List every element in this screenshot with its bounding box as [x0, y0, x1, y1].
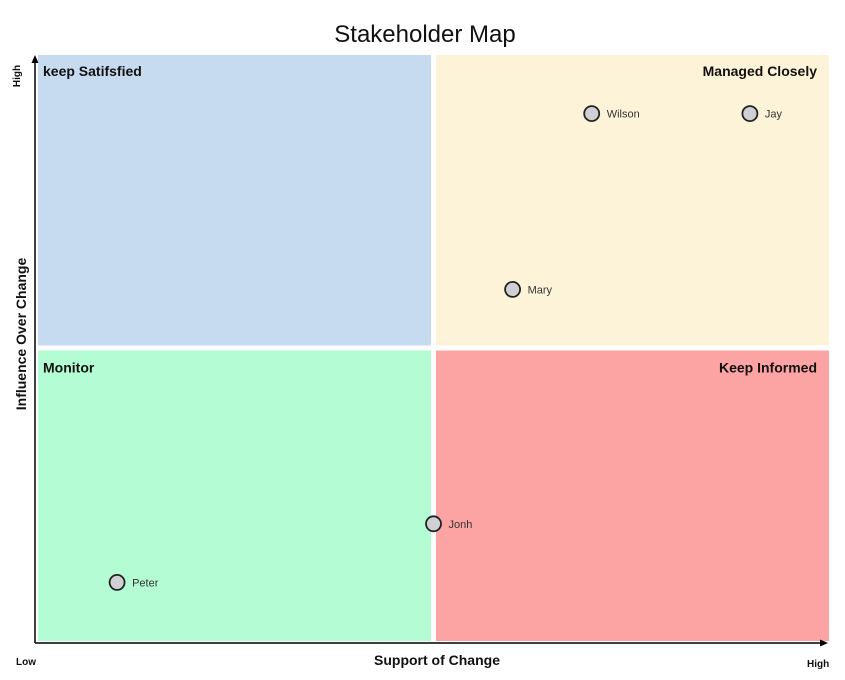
chart-title: Stakeholder Map: [334, 21, 515, 48]
point-label-peter: Peter: [132, 577, 159, 589]
quadrant-backgrounds: keep Satifsfied Managed Closely Monitor Kee…: [38, 55, 829, 641]
x-axis-high-label: High: [807, 659, 829, 670]
quadrant-bottom-left: [38, 350, 431, 641]
x-axis-low-label: Low: [16, 657, 36, 668]
quadrant-label-top-right: Managed Closely: [703, 63, 818, 79]
y-axis-high-label: High: [12, 65, 23, 87]
point-marker-jay: [741, 105, 759, 122]
x-axis-arrow: [820, 639, 828, 647]
axes: [31, 55, 828, 647]
quadrant-label-top-left: keep Satifsfied: [43, 63, 142, 79]
quadrant-top-right: [436, 55, 829, 346]
quadrant-label-bottom-right: Keep Informed: [719, 360, 817, 376]
x-axis-title: Support of Change: [374, 652, 500, 668]
quadrant-bottom-right: [436, 350, 829, 641]
point-label-jonh: Jonh: [449, 519, 473, 531]
point-marker-mary: [504, 280, 521, 298]
quadrant-top-left: [38, 55, 431, 346]
point-label-jay: Jay: [765, 109, 783, 121]
point-label-mary: Mary: [528, 284, 553, 296]
point-marker-jonh: [425, 515, 442, 533]
y-axis-arrow: [31, 55, 39, 63]
data-points: Wilson Jay Mary Jonh Peter: [108, 105, 783, 591]
point-marker-peter: [108, 574, 126, 591]
point-label-wilson: Wilson: [607, 109, 640, 121]
quadrant-label-bottom-left: Monitor: [43, 360, 95, 376]
point-marker-wilson: [583, 105, 601, 122]
y-axis-title: Influence Over Change: [13, 258, 29, 411]
